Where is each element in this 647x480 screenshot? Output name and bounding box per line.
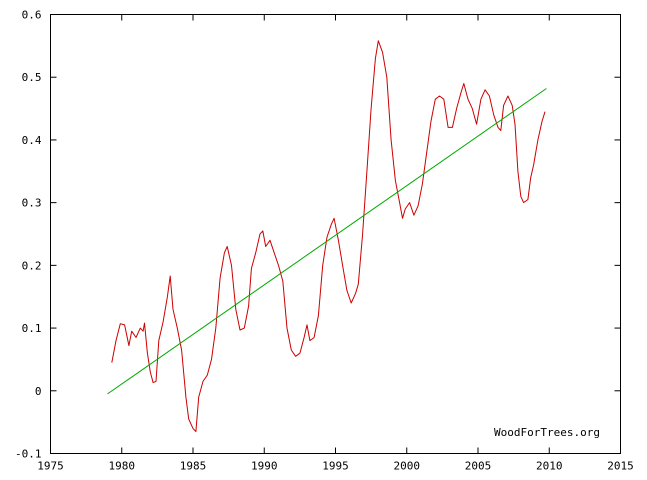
temperature-anomaly-line — [111, 40, 546, 433]
x-tick-label: 2000 — [394, 460, 421, 473]
x-tick-label: 2005 — [465, 460, 492, 473]
y-axis-ticks: -0.1 0 0.1 0.2 0.3 0.4 0.5 0.6 — [15, 9, 621, 461]
y-tick-label: 0.1 — [22, 322, 42, 335]
y-tick-label: 0.4 — [22, 134, 42, 147]
watermark-text: WoodForTrees.org — [494, 426, 600, 439]
x-axis-ticks: 1975 1980 1985 1990 1995 2000 2005 2010 2015 — [37, 14, 634, 473]
linear-trend-line — [107, 88, 547, 395]
x-tick-label: 1980 — [109, 460, 136, 473]
x-tick-label: 1985 — [180, 460, 207, 473]
x-tick-label: 1995 — [322, 460, 349, 473]
plot-frame — [50, 14, 621, 454]
y-tick-label: 0 — [35, 385, 42, 398]
y-tick-label: 0.5 — [22, 71, 42, 84]
y-tick-label: 0.3 — [22, 197, 42, 210]
x-tick-label: 1990 — [251, 460, 278, 473]
x-tick-label: 2010 — [536, 460, 563, 473]
y-tick-label: 0.2 — [22, 259, 42, 272]
x-tick-label: 1975 — [37, 460, 64, 473]
y-tick-label: -0.1 — [15, 448, 42, 461]
x-tick-label: 2015 — [607, 460, 634, 473]
series-layer — [107, 40, 547, 433]
y-tick-label: 0.6 — [22, 9, 42, 22]
